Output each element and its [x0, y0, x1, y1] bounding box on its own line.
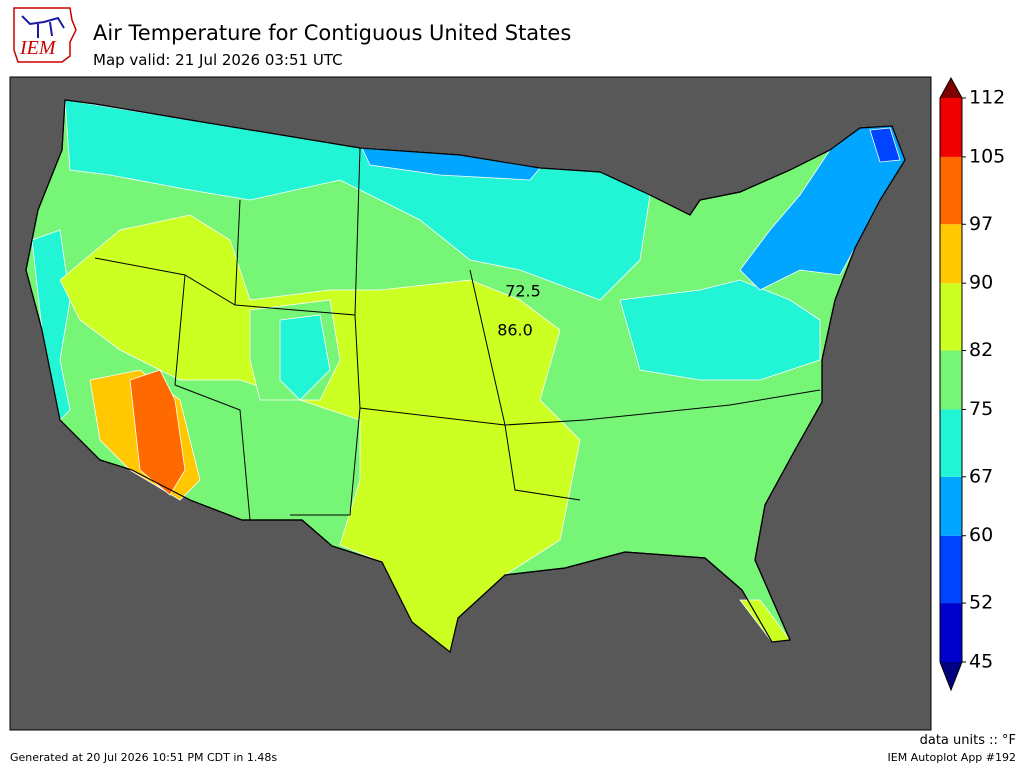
contour-label: 72.5 — [505, 282, 541, 301]
map: 72.5 86.0 — [25, 99, 906, 654]
data-units: data units :: °F — [920, 733, 1016, 748]
colorbar-tick-label: 97 — [969, 213, 993, 235]
colorbar-band — [940, 409, 962, 477]
temperature-region — [869, 127, 901, 163]
subtitle: Map valid: 21 Jul 2026 03:51 UTC — [93, 51, 343, 69]
colorbar-tick-label: 67 — [969, 465, 993, 487]
colorbar-band — [940, 476, 962, 536]
colorbar-tick-label: 45 — [969, 651, 993, 673]
colorbar-over — [940, 78, 962, 98]
contour-label: 86.0 — [497, 321, 533, 340]
coastline — [25, 99, 906, 654]
title: Air Temperature for Contiguous United St… — [93, 21, 571, 45]
colorbar: 45 52 60 67 75 82 90 97 105 112 — [939, 76, 1005, 692]
app-label: IEM Autoplot App #192 — [888, 751, 1017, 764]
colorbar-band — [940, 224, 962, 284]
temperature-region — [279, 314, 331, 401]
colorbar-band — [940, 603, 962, 662]
colorbar-tick-label: 60 — [969, 524, 993, 546]
colorbar-band — [940, 156, 962, 225]
colorbar-tick-label: 52 — [969, 592, 993, 614]
temperature-region — [129, 369, 186, 496]
colorbar-tick-label: 90 — [969, 272, 993, 294]
colorbar-under — [940, 662, 962, 690]
generated-note: Generated at 20 Jul 2026 10:51 PM CDT in… — [10, 751, 277, 764]
colorbar-band — [940, 98, 962, 157]
colorbar-band — [940, 283, 962, 351]
colorbar-band — [940, 535, 962, 604]
logo-mark — [21, 15, 65, 38]
logo: IEM — [13, 7, 77, 63]
logo-text: IEM — [19, 37, 57, 59]
colorbar-tick-label: 82 — [969, 339, 993, 361]
colorbar-band — [940, 350, 962, 410]
temperature-region — [619, 279, 821, 381]
colorbar-tick-label: 75 — [969, 398, 993, 420]
colorbar-tick-label: 112 — [969, 87, 1005, 109]
state-lines — [94, 147, 821, 521]
colorbar-tick-label: 105 — [969, 145, 1005, 167]
